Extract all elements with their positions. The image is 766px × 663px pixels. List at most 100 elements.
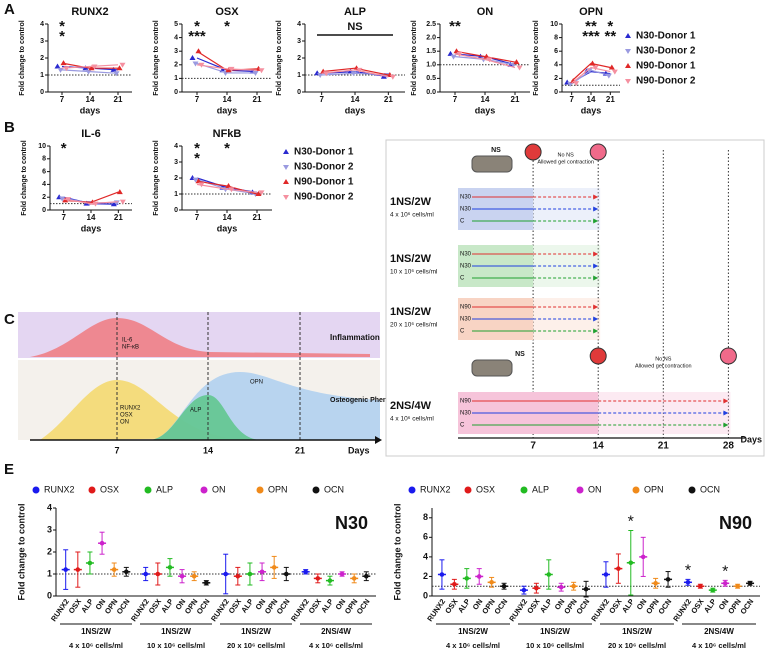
marker [92,201,99,207]
legend-label: RUNX2 [420,484,451,494]
chart-title: N90 [719,513,752,533]
dot [546,572,552,577]
legend-marker [283,179,289,184]
no-ns: No NS [655,356,672,362]
panel-label: C [4,311,15,328]
dot [653,580,658,586]
dot [155,571,161,577]
x-tick-label: ALP [702,597,718,614]
panel-label: B [4,119,15,136]
x-axis-label: Days [348,445,370,455]
marker [192,177,199,183]
dot [722,580,728,586]
dot [303,569,308,575]
dot [464,576,470,581]
x-tick-label: 14 [481,95,490,104]
dot [628,560,634,566]
significance: * [685,563,691,580]
x-axis-label: days [217,105,238,115]
y-tick-label: 1 [174,191,178,198]
x-tick-label: ALP [538,597,554,614]
arrow [593,206,599,212]
group-note: 4 x 10⁶ cells/ml [309,641,363,650]
marker [63,66,70,72]
y-tick-label: 3 [47,524,52,534]
y-tick-label: 4 [423,551,428,561]
y-axis-label: Fold change to control [392,504,402,601]
legend-label: N30-Donor 1 [294,147,354,158]
x-tick-label: OCN [115,597,132,616]
marker [119,62,126,68]
dot [271,565,277,570]
x-tick-label: OCN [275,597,292,616]
y-tick-label: 2 [47,546,52,556]
marker [605,73,612,79]
y-tick-label: 1.0 [426,62,436,69]
y-tick-label: 4 [174,34,178,41]
y-tick-label: 5 [174,21,178,28]
arrow [723,422,729,428]
curve-label: OPN [250,380,263,386]
dot [75,567,81,572]
arrow [593,328,599,334]
x-tick-label: 7 [195,95,200,104]
lane-label: N30 [460,252,472,258]
dot [571,583,576,589]
y-tick-label: 2 [297,55,301,62]
significance: *** [582,28,600,45]
y-tick-label: 0 [174,89,178,96]
significance: * [722,564,728,581]
marker [611,69,618,75]
y-tick-label: 2 [554,75,558,82]
marker [228,187,235,193]
legend-label: N30-Donor 2 [636,46,696,57]
y-tick-label: 0.0 [426,89,436,96]
dot [259,569,265,575]
legend-label: N30-Donor 2 [294,162,354,173]
significance: ** [585,18,597,35]
series-line [454,53,516,69]
y-tick-label: 4 [42,181,46,188]
legend-marker [625,33,631,38]
axis-arrow [375,436,382,444]
y-tick-label: 0 [174,207,178,214]
x-tick-label: OCN [195,597,212,616]
x-tick-label: 7 [319,95,324,104]
dot [191,573,197,579]
x-tick-label: 21 [114,213,123,222]
y-tick-label: 1.5 [426,48,436,55]
x-tick-label: 14 [587,95,596,104]
x-tick-label: 21 [253,95,262,104]
significance: * [224,18,230,35]
legend-dot [144,486,152,494]
dot [327,578,333,583]
marker [116,65,123,71]
inflammation-curve [30,318,370,357]
group-label: 1NS/2W [540,627,570,636]
x-tick-label: 7 [61,213,66,222]
dot [204,580,209,586]
marker [113,71,120,77]
y-tick-label: 3 [174,159,178,166]
y-tick-label: 6 [423,532,428,542]
marker [110,66,117,72]
lane-label: N90 [460,305,472,311]
y-tick-label: 4 [47,502,52,512]
lane-label: N30 [460,411,472,417]
ns-label: NS [491,147,501,154]
x-tick-label: 7 [453,95,458,104]
legend-marker [625,63,631,68]
significance: ** [449,18,461,35]
legend-marker [283,195,289,200]
y-tick-label: 3 [40,38,44,45]
legend-label: OCN [700,484,720,494]
dot [558,584,564,590]
dot [315,576,321,581]
group-label: 1NS/2W [458,627,488,636]
dot [521,587,527,593]
y-tick-label: 0 [554,89,558,96]
group-note: 4 x 10⁶ cells/ml [692,641,746,650]
group-note: 10 x 10⁶ cells/ml [147,641,205,650]
x-tick-label: 21 [253,213,262,222]
dot [284,571,289,577]
